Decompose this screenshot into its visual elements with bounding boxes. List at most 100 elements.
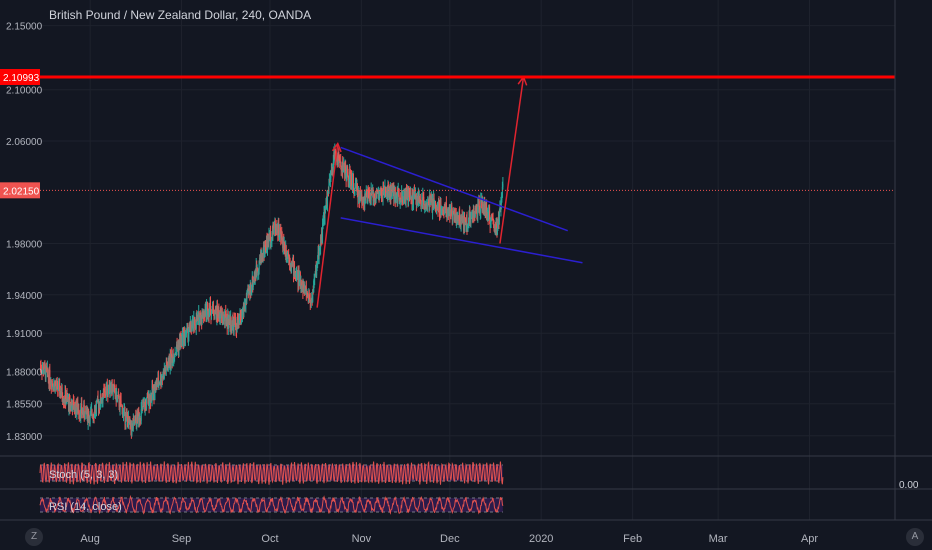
x-tick-label: Dec [440, 533, 460, 545]
candle-body [376, 192, 378, 198]
candle-body [212, 308, 214, 315]
candle-body [489, 210, 491, 220]
current-price-label: 2.02150 [3, 186, 40, 197]
candle-body [174, 353, 176, 357]
candle-body [216, 305, 218, 316]
y-tick-label: 2.15000 [6, 22, 43, 33]
rsi-line [39, 494, 504, 515]
candle-body [495, 223, 497, 235]
candle-body [393, 187, 395, 199]
candle-body [43, 365, 45, 373]
candle-body [416, 200, 418, 205]
candle-body [124, 406, 126, 423]
candle-body [493, 223, 495, 228]
candle-body [482, 203, 484, 211]
x-tick-label: 2020 [529, 533, 553, 545]
candle-body [322, 222, 324, 238]
candle-body [45, 365, 47, 369]
x-tick-label: Nov [352, 533, 372, 545]
x-axis: Aug Sep Oct Nov Dec 2020 Feb Mar Apr [80, 533, 818, 545]
candle-body [59, 382, 61, 396]
candle-body [464, 219, 466, 228]
candle-body [354, 184, 356, 189]
candle-body [445, 202, 447, 213]
y-tick-label: 2.10000 [6, 86, 43, 97]
candle-body [83, 405, 85, 417]
candle-body [193, 317, 195, 329]
arrow-shaft [316, 143, 339, 308]
candle-body [70, 403, 72, 408]
candle-body [273, 225, 275, 231]
y-tick-label: 2.06000 [6, 137, 43, 148]
candle-body [352, 178, 354, 190]
candle-body [285, 245, 287, 257]
candle-body [207, 304, 209, 316]
candle-body [120, 400, 122, 407]
candle-body [132, 419, 134, 429]
candle-body [269, 231, 271, 244]
candle-body [397, 188, 399, 200]
candle-body [44, 365, 46, 368]
candle-body [243, 306, 245, 313]
candle-body [69, 397, 71, 407]
candle-body [272, 223, 274, 232]
candle-body [130, 420, 132, 429]
candle-body [176, 344, 178, 348]
candle-body [328, 184, 330, 194]
candle-body [96, 398, 98, 404]
candle-body [501, 197, 503, 200]
channel-lower-line [340, 217, 583, 264]
y-tick-label: 1.94000 [6, 291, 43, 302]
candle-body [496, 228, 498, 236]
channel-upper-line [340, 146, 568, 232]
arrow-head [331, 141, 342, 153]
indicator-panes [0, 0, 932, 521]
candle-body [91, 409, 93, 416]
y-tick-label: 1.83000 [6, 432, 43, 443]
candle-body [138, 410, 140, 413]
x-tick-label: Mar [709, 533, 728, 545]
candle-body [326, 192, 328, 207]
candle-body [338, 152, 340, 159]
candle-body [412, 195, 414, 204]
candle-body [102, 397, 104, 403]
y-tick-label: 1.91000 [6, 329, 43, 340]
y-tick-label: 1.98000 [6, 240, 43, 251]
zoom-button[interactable]: Z [25, 528, 43, 546]
candle-body [340, 161, 342, 167]
candle-body [400, 197, 402, 201]
candle-body [258, 260, 260, 270]
candle-body [256, 269, 258, 273]
resistance-price-label: 2.10993 [3, 73, 40, 84]
candle-body [501, 186, 503, 198]
resistance-price-label-bg [0, 68, 40, 85]
candle-body [443, 207, 445, 214]
candle-body [72, 400, 74, 412]
candle-body [89, 412, 91, 424]
candle-body [470, 218, 472, 225]
candle-body [267, 236, 269, 244]
candle-body [440, 211, 442, 214]
candle-body [135, 417, 137, 422]
candle-body [233, 319, 235, 332]
candle-body [398, 195, 400, 202]
candle-body [241, 310, 243, 316]
stoch-indicator-label[interactable]: Stoch (5, 3, 3) [49, 469, 119, 481]
auto-scale-button[interactable]: A [906, 528, 924, 546]
candle-body [170, 354, 172, 366]
y-axis-background [0, 0, 40, 550]
candle-body [219, 310, 221, 319]
arrow-shaft [499, 76, 525, 244]
candle-body [188, 331, 190, 335]
candle-body [353, 177, 354, 190]
candles [39, 143, 504, 439]
candle-body [394, 187, 396, 202]
candle-body [235, 318, 237, 326]
y-tick-label: 1.88000 [6, 368, 43, 379]
candle-body [49, 369, 51, 384]
rsi-indicator-label[interactable]: RSI (14, close) [49, 501, 122, 513]
candle-body [84, 411, 86, 420]
candle-body [278, 224, 280, 237]
candle-body [361, 194, 363, 204]
